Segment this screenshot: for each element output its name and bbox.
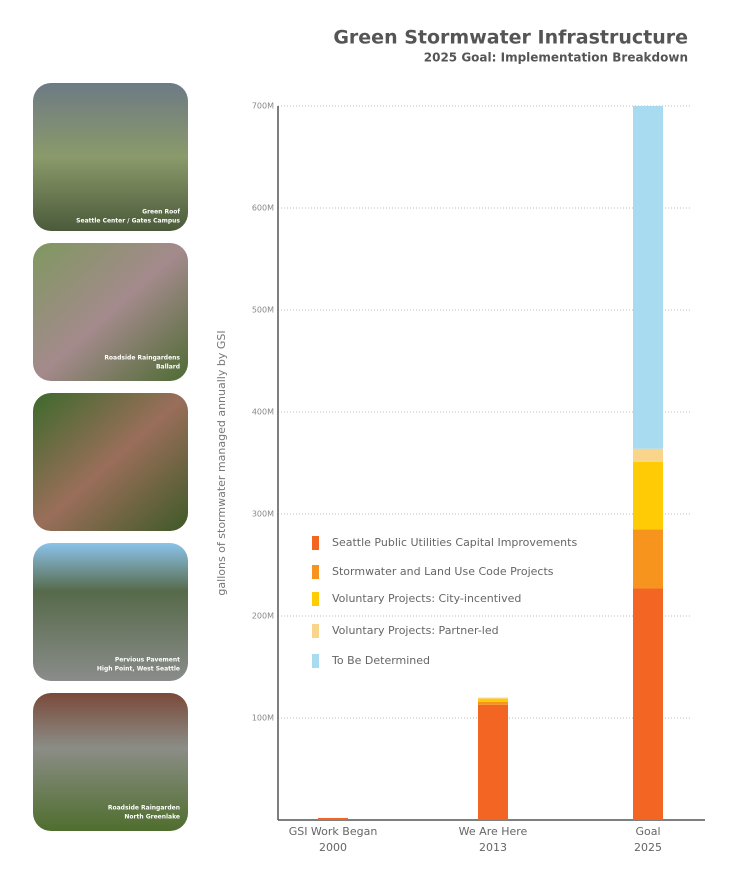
photo [33,393,188,531]
photo: Roadside Raingarden North Greenlake [33,693,188,831]
chart-subtitle: 2025 Goal: Implementation Breakdown [424,51,688,65]
x-tick-label: Goal [635,825,660,838]
photo-caption: Roadside Raingarden [108,805,180,812]
photo-caption: Pervious Pavement [115,657,180,664]
photo-caption: North Greenlake [124,814,180,821]
x-tick-label: GSI Work Began [289,825,378,838]
bar-segment [478,701,508,705]
y-tick-label: 500M [252,306,274,315]
y-tick-label: 600M [252,204,274,213]
chart-title: Green Stormwater Infrastructure [333,27,688,49]
bar-segment [633,448,663,462]
bar-segment [318,817,348,820]
legend-label: Voluntary Projects: City-incentived [332,592,521,605]
legend-swatch [312,654,319,668]
photo: Pervious Pavement High Point, West Seatt… [33,543,188,681]
x-tick-sublabel: 2013 [479,841,507,854]
legend-swatch [312,565,319,579]
photo-caption: High Point, West Seattle [97,666,180,673]
legend-label: Seattle Public Utilities Capital Improve… [332,536,577,549]
bar-segment [633,106,663,449]
y-tick-label: 400M [252,408,274,417]
legend-label: To Be Determined [331,654,430,667]
bar-segment [478,698,508,702]
legend-label: Voluntary Projects: Partner-led [332,624,499,637]
x-tick-label: We Are Here [459,825,528,838]
y-tick-label: 100M [252,714,274,723]
bar-segment [478,697,508,699]
bar-segment [633,529,663,589]
photo: Roadside Raingardens Ballard [33,243,188,381]
legend-swatch [312,592,319,606]
photo: Green Roof Seattle Center / Gates Campus [33,83,188,231]
y-tick-label: 200M [252,612,274,621]
bar-segment [633,461,663,530]
y-tick-label: 700M [252,102,274,111]
photo-caption: Ballard [156,364,180,371]
y-tick-label: 300M [252,510,274,519]
y-axis-label: gallons of stormwater managed annually b… [215,330,228,595]
photo-caption: Seattle Center / Gates Campus [76,218,180,225]
bar-segment [478,704,508,820]
x-tick-sublabel: 2000 [319,841,347,854]
bar-segment [633,588,663,820]
legend-label: Stormwater and Land Use Code Projects [332,565,554,578]
photo-caption: Roadside Raingardens [104,355,180,362]
photo-caption: Green Roof [142,209,180,216]
x-tick-sublabel: 2025 [634,841,662,854]
legend-swatch [312,624,319,638]
legend-swatch [312,536,319,550]
